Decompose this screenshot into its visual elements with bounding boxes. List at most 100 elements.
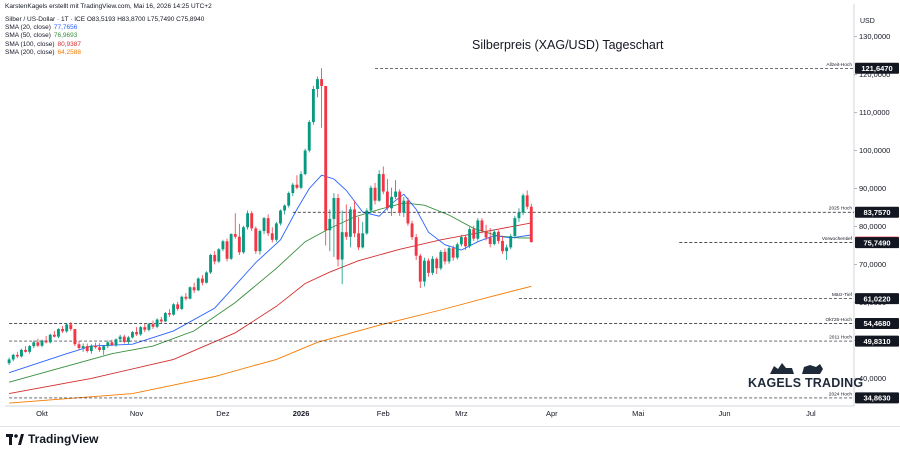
x-tick-label: Jun: [718, 409, 730, 418]
candle-body: [377, 174, 381, 201]
candle-body: [106, 342, 110, 347]
y-tick-label: 70,0000: [859, 260, 886, 269]
candle-body: [398, 191, 402, 213]
candle-body: [15, 354, 19, 357]
tradingview-logo[interactable]: TradingView: [6, 432, 98, 446]
candle-body: [28, 346, 32, 352]
candle-body: [77, 344, 81, 349]
candle-body: [32, 342, 36, 347]
brand-name: KAGELS TRADING: [748, 376, 864, 390]
price-badge: [855, 293, 899, 305]
candle-body: [180, 296, 184, 309]
candle-body: [320, 79, 324, 86]
candle-body: [159, 319, 163, 322]
candle-body: [242, 227, 245, 253]
sma200-line: [9, 285, 532, 404]
candle-body: [468, 229, 472, 247]
candle-body: [61, 329, 65, 332]
candle-body: [517, 212, 521, 219]
candle-body: [447, 248, 451, 262]
candle-body: [172, 304, 176, 315]
level-note: Vorwochentief: [822, 236, 853, 242]
candle-body: [464, 237, 467, 247]
candle-body: [11, 354, 15, 360]
candle-body: [496, 231, 500, 241]
price-badge: [855, 237, 899, 249]
candle-body: [365, 210, 369, 234]
candle-body: [176, 304, 180, 309]
candle-body: [225, 241, 229, 259]
candle-body: [274, 223, 278, 240]
candle-body: [65, 324, 69, 332]
candle-body: [418, 255, 422, 282]
legend-sma50-value: 76,9693: [53, 32, 78, 40]
candle-body: [36, 342, 40, 346]
candle-body: [135, 332, 139, 335]
candle-body: [361, 233, 365, 248]
x-tick-label: Okt: [36, 409, 49, 418]
candle-body: [89, 345, 93, 352]
candle-body: [143, 327, 147, 330]
candle-body: [94, 345, 97, 348]
candle-body: [270, 233, 274, 240]
legend-sma100-label: SMA (100, close): [5, 40, 55, 48]
candle-body: [147, 324, 151, 330]
candle-body: [501, 240, 504, 252]
candle-body: [118, 336, 122, 340]
price-badge: [855, 392, 899, 404]
candle-body: [521, 195, 525, 213]
candle-body: [254, 228, 258, 252]
price-badge: [855, 317, 899, 329]
candle-body: [476, 220, 480, 239]
legend-sma50[interactable]: SMA (50, close) 76,9693: [5, 32, 204, 40]
candle-body: [237, 236, 241, 253]
candle-body: [311, 89, 315, 123]
x-tick-label: Mai: [632, 409, 644, 418]
candle-body: [258, 231, 262, 252]
level-note: 2025 Hoch: [829, 206, 853, 212]
candle-body: [98, 347, 102, 350]
kagels-trading-watermark: KAGELS TRADING: [748, 360, 863, 394]
x-tick-label: Mrz: [455, 409, 468, 418]
candle-body: [414, 237, 418, 256]
candle-body: [472, 229, 476, 239]
candle-body: [410, 223, 414, 238]
symbol-line[interactable]: Silber / US-Dollar · 1T · ICE O83,5193 H…: [5, 16, 205, 23]
candle-body: [287, 193, 291, 206]
legend-sma100[interactable]: SMA (100, close) 80,9387: [5, 41, 204, 49]
candle-body: [328, 218, 332, 231]
candle-body: [155, 319, 159, 327]
legend-sma200[interactable]: SMA (200, close) 64,2588: [5, 49, 204, 57]
sma50-line: [8, 202, 532, 383]
x-tick-label: Nov: [130, 409, 144, 418]
candle-body: [451, 248, 455, 258]
y-tick-label: 100,0000: [859, 146, 890, 155]
candle-body: [7, 359, 11, 364]
x-tick-label: Feb: [377, 409, 390, 418]
candle-body: [427, 260, 430, 273]
candle-body: [283, 205, 287, 211]
candle-body: [332, 198, 336, 219]
candle-body: [233, 234, 237, 237]
sma20-line: [8, 174, 532, 374]
candle-body: [81, 346, 85, 349]
x-tick-label: 2026: [293, 409, 310, 418]
candle-body: [443, 251, 447, 262]
price-badge-label: 121,6470: [861, 64, 892, 73]
candle-body: [373, 187, 377, 201]
candle-body: [192, 287, 196, 291]
price-badge: [855, 206, 899, 218]
candle-body: [509, 235, 513, 248]
candle-body: [353, 209, 356, 234]
candle-body: [324, 85, 328, 231]
legend-sma20[interactable]: SMA (20, close) 77,7656: [5, 24, 204, 32]
candle-body: [279, 210, 282, 224]
x-tick-label: Apr: [546, 409, 558, 418]
candle-body: [385, 191, 389, 209]
candle-body: [439, 251, 443, 269]
y-tick-label: 80,0000: [859, 222, 886, 231]
price-badge: [855, 62, 899, 74]
candle-body: [459, 237, 463, 245]
price-chart[interactable]: USD40,000050,000060,000070,000080,000090…: [0, 0, 900, 426]
level-note: Allzeit-Hoch: [826, 62, 852, 68]
